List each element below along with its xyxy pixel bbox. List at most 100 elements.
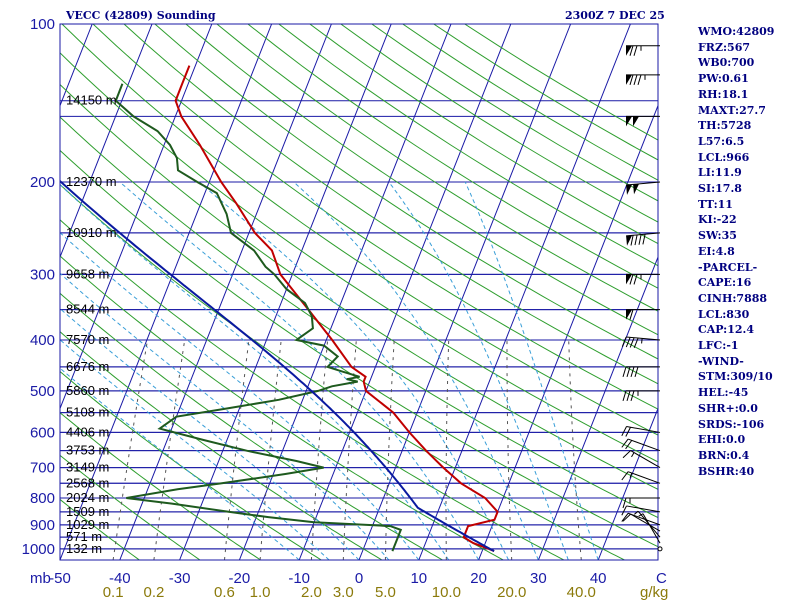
height-level-label: 12370 m [66,174,117,189]
index-line: TT:11 [698,197,733,211]
isotherm-line [60,24,213,410]
isotherm-line [119,24,332,560]
mixing-ratio-unit-label: g/kg [640,584,668,600]
height-level-label: 1509 m [66,504,109,519]
mixing-ratio-tick-label: 0.1 [103,584,124,600]
height-level-label: 3753 m [66,443,109,458]
index-line: SI:17.8 [698,182,742,196]
mixing-ratio-line [224,339,250,560]
mixing-ratio-line [153,339,186,560]
index-line: SHR+:0.0 [698,401,758,415]
wind-barb-staff [626,426,661,433]
wind-barb-staff [630,513,661,532]
wind-barb-flag [630,235,634,246]
isotherm-line [358,24,572,560]
wind-barb-flag [633,274,638,285]
wind-barb-flag [629,337,635,348]
wind-barb-flag [634,366,639,378]
wind-barb-pennant [626,235,633,246]
dry-adiabat-line [278,24,658,267]
wind-barb [626,74,660,86]
mixing-ratio-tick-label: 1.0 [250,584,271,600]
pressure-unit-label: mb [30,570,51,587]
isotherm-line [179,24,392,560]
pressure-tick-label: 400 [30,332,55,349]
wind-barb-staff [626,336,661,341]
mixing-ratio-tick-label: 40.0 [567,584,596,600]
wind-barb-flag [621,505,627,516]
mixing-ratio-line [506,340,513,560]
moist-adiabat-line [60,367,300,560]
mixing-ratio-line [384,339,395,560]
dry-adiabat-line [61,24,658,436]
wind-barb [626,115,660,127]
temperature-tick-label: 0 [355,570,363,587]
mixing-ratio-line [445,339,450,560]
index-line: LI:11.9 [698,166,742,180]
temperature-tick-label: 20 [470,570,487,587]
moist-adiabat-line [119,181,480,560]
observation-time: 2300Z 7 DEC 25 [565,9,665,22]
wind-barb-pennant [626,116,632,127]
mixing-ratio-tick-label: 3.0 [333,584,354,600]
index-line: LCL:966 [698,150,750,164]
wind-barb-flag [633,337,639,348]
temperature-profile-line [174,65,499,553]
wind-barb [621,438,661,452]
index-line: LFC:-1 [698,339,739,353]
isotherm-line [597,407,658,560]
dry-adiabat-line [60,149,658,548]
temperature-tick-label: -50 [49,570,71,587]
wind-barb-pennant [626,184,633,195]
index-line: SRDS:-106 [698,417,765,431]
dry-adiabat-line [309,24,658,245]
mixing-ratio-line [342,339,357,560]
wind-barb [622,366,660,378]
height-level-label: 2568 m [66,475,109,490]
mixing-ratio-tick-label: 0.2 [144,584,165,600]
wind-barb-flag [621,471,629,481]
height-level-label: 7570 m [66,332,109,347]
moist-adiabat-line [60,272,390,560]
wind-barb-staff [627,438,661,452]
isotherm-line [60,24,153,259]
wind-barb-flag [625,337,631,348]
index-line: RH:18.1 [698,87,749,101]
wind-barb [622,390,660,402]
dry-adiabat-line [60,292,443,560]
wind-barb-flag [629,274,634,285]
wind-barbs [621,45,663,552]
wind-barb-flag [629,45,634,56]
dry-adiabat-line [60,183,625,560]
dry-adiabat-line [60,370,322,560]
wind-barb-pennant [626,309,632,320]
pressure-tick-label: 300 [30,266,55,283]
height-level-label: 132 m [66,541,102,556]
wind-barb-flag [637,74,642,86]
dry-adiabat-line [216,24,658,312]
moist-adiabat-line [60,339,330,560]
moist-adiabat-line [60,184,450,560]
wind-barb-half-flag [629,472,633,478]
height-level-label: 14150 m [66,93,117,108]
pressure-tick-label: 800 [30,490,55,507]
index-line: HEL:-45 [698,386,749,400]
wind-barb-flag [633,74,638,86]
wind-barb-staff [627,512,661,526]
wind-barb-half-flag [641,338,643,344]
wind-barb-flag [622,513,631,522]
moist-adiabat-line [293,181,539,560]
isotherm-line [60,24,273,560]
height-level-label: 8544 m [66,302,109,317]
wind-barb [621,505,661,516]
index-line: FRZ:567 [698,40,751,54]
wind-barb-flag [622,450,631,459]
index-line: BRN:0.4 [698,448,750,462]
mixing-ratio-line [259,339,282,560]
height-level-label: 2024 m [66,490,109,505]
index-line: STM:309/10 [698,370,773,384]
plot-frame [59,23,659,561]
